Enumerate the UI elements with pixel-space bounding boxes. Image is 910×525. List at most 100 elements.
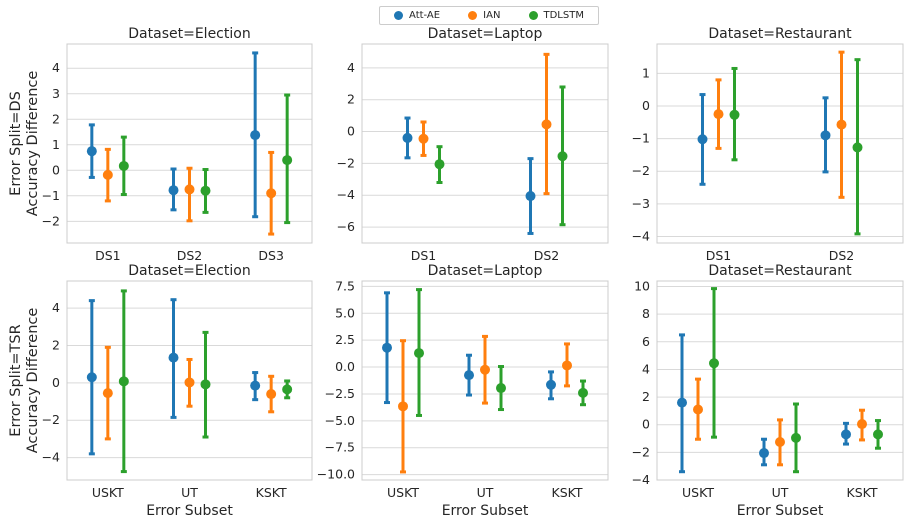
axes-frame [361, 280, 609, 481]
y-tick-label: 2.5 [335, 332, 355, 347]
x-tick-label: UT [181, 485, 198, 500]
x-tick-label: DS2 [534, 248, 560, 263]
data-point [382, 342, 392, 353]
data-point [873, 429, 883, 440]
subplot-title: Dataset=Laptop [428, 26, 543, 42]
y-tick-label: −1 [42, 188, 60, 203]
axes-frame [66, 43, 313, 244]
y-tick-label: −10.0 [317, 467, 355, 482]
data-point [402, 132, 413, 143]
data-point [184, 377, 195, 388]
y-tick-label: 2 [52, 337, 60, 352]
y-tick-label: 10 [634, 279, 650, 294]
subplot-title: Dataset=Restaurant [708, 26, 852, 42]
y-tick-label: −7.5 [325, 440, 355, 455]
y-tick-label: −4 [632, 228, 650, 243]
data-point [496, 383, 506, 394]
y-tick-label: −3 [632, 196, 650, 211]
y-tick-label: 0 [52, 375, 60, 390]
data-point [464, 370, 474, 381]
data-point [168, 352, 179, 363]
x-tick-label: KSKT [256, 485, 287, 500]
axes-frame [66, 280, 313, 481]
y-tick-label: 0 [347, 124, 355, 139]
y-tick-label: 2 [642, 389, 650, 404]
subplot-2: −6 −4 −2 0 2 4 Dataset=Laptop DS1 DS2 [337, 26, 609, 263]
data-point [102, 169, 113, 180]
x-tick-label: USKT [92, 485, 124, 500]
y-axis-label: Error Split=DSAccuracy Difference [8, 71, 41, 217]
data-point [775, 436, 785, 447]
y-tick-label: 1 [52, 137, 60, 152]
data-point [184, 184, 195, 195]
legend: Att-AE IAN TDLSTM [379, 6, 599, 25]
y-tick-label: −2 [632, 444, 650, 459]
data-point [836, 119, 847, 130]
data-point [713, 109, 724, 120]
subplot-3: −4 −3 −2 −1 0 1 Dataset=Restaurant DS1 DS2 [632, 26, 904, 263]
data-point [86, 146, 97, 157]
x-tick-label: DS1 [95, 248, 121, 263]
data-point [729, 109, 740, 120]
subplot-1: −2 −1 0 1 2 3 4 Dataset=Election DS1 DS2 DS3 [42, 26, 313, 263]
y-axis-label-line: Accuracy Difference [25, 308, 41, 454]
y-tick-label: 0 [642, 98, 650, 113]
y-tick-label: −4 [337, 187, 355, 202]
data-point [398, 401, 408, 412]
subplot-5: −10.0 −7.5 −5.0 −2.5 0.0 2.5 5.0 7.5 Dataset=Lap… [317, 263, 609, 519]
legend-marker-icon [528, 11, 538, 20]
data-point [250, 380, 261, 391]
y-tick-label: 0 [52, 162, 60, 177]
legend-marker-icon [394, 11, 404, 20]
data-point [434, 159, 445, 170]
y-tick-label: −2 [42, 213, 60, 228]
x-tick-label: USKT [682, 485, 714, 500]
y-tick-label: 4 [52, 60, 60, 75]
y-axis-label-line: Error Split=TSR [8, 324, 24, 436]
data-point [118, 160, 129, 171]
subplot-6: −4 −2 0 2 4 6 8 10 Dataset=Restaurant USKT UT KSKT E… [632, 263, 904, 519]
data-point [168, 185, 179, 196]
subplot-4: −4 −2 0 2 4 Dataset=Election USKT UT KSKT Error S… [42, 263, 313, 519]
data-point [546, 379, 556, 390]
legend-item-ian: IAN [468, 10, 500, 21]
data-point [200, 379, 211, 390]
legend-label: Att-AE [409, 10, 441, 21]
y-tick-label: 8 [642, 306, 650, 321]
data-point [557, 151, 568, 162]
y-tick-label: 0 [642, 417, 650, 432]
data-point [266, 389, 277, 400]
data-point [250, 130, 261, 141]
data-point [578, 387, 588, 398]
y-tick-label: −2 [337, 155, 355, 170]
y-tick-label: 4 [642, 361, 650, 376]
axes-frame [361, 43, 609, 244]
y-tick-label: −4 [632, 472, 650, 487]
x-tick-label: KSKT [552, 485, 583, 500]
x-tick-label: DS1 [411, 248, 437, 263]
y-axis-label-line: Accuracy Difference [25, 71, 41, 217]
legend-label: IAN [483, 10, 501, 21]
data-point [525, 191, 536, 202]
data-point [480, 364, 490, 375]
y-tick-label: 2 [347, 92, 355, 107]
data-point [86, 372, 97, 383]
y-axis-label-line: Error Split=DS [8, 91, 24, 196]
legend-item-att-ae: Att-AE [394, 10, 440, 21]
legend-marker-icon [468, 11, 478, 20]
data-point [562, 360, 572, 371]
x-axis-label: Error Subset [737, 503, 824, 519]
x-axis-label: Error Subset [442, 503, 529, 519]
axes-frame [656, 43, 904, 244]
data-point [102, 388, 113, 399]
y-tick-label: 1 [642, 65, 650, 80]
subplot-title: Dataset=Election [128, 263, 250, 279]
data-point [697, 134, 708, 145]
y-tick-label: −2 [42, 412, 60, 427]
data-point [693, 404, 703, 415]
y-tick-label: −4 [42, 450, 60, 465]
data-point [677, 397, 687, 408]
x-tick-label: DS2 [829, 248, 855, 263]
legend-item-tdlstm: TDLSTM [528, 10, 584, 21]
